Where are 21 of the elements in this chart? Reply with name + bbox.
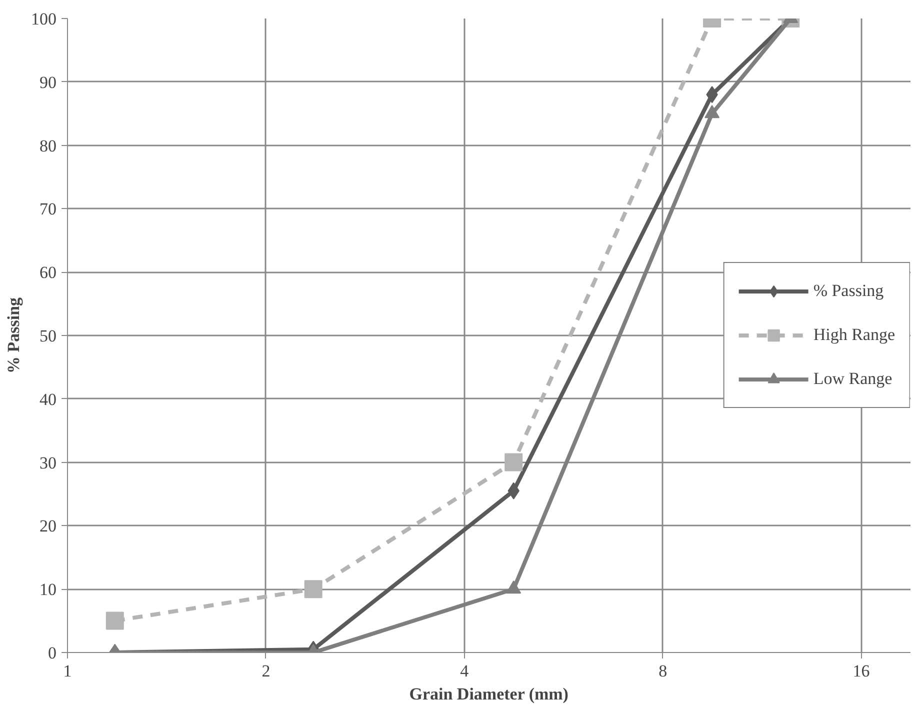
legend-label: High Range xyxy=(813,325,895,345)
x-tick-label: 16 xyxy=(852,662,870,680)
y-tick-label: 90 xyxy=(40,72,56,92)
y-tick-label: 10 xyxy=(40,580,56,600)
legend-label: Low Range xyxy=(813,369,892,389)
legend-label: % Passing xyxy=(813,281,884,301)
x-tick-label: 1 xyxy=(63,662,72,680)
x-tick-label: 2 xyxy=(262,662,270,680)
y-axis-title: % Passing xyxy=(4,296,23,374)
y-tick-label: 30 xyxy=(40,453,56,472)
y-tick-label: 40 xyxy=(40,390,56,409)
x-tick-label: 8 xyxy=(658,662,668,680)
y-tick-label: 0 xyxy=(48,644,56,662)
y-tick-label: 60 xyxy=(40,263,56,282)
x-tick-label: 4 xyxy=(460,662,470,680)
y-tick-label: 70 xyxy=(40,200,56,219)
y-tick-label: 50 xyxy=(40,326,56,346)
y-tick-label: 100 xyxy=(31,10,56,28)
y-tick-label: 20 xyxy=(40,516,56,536)
x-axis-title: Grain Diameter (mm) xyxy=(409,684,568,704)
y-tick-label: 80 xyxy=(40,136,56,156)
